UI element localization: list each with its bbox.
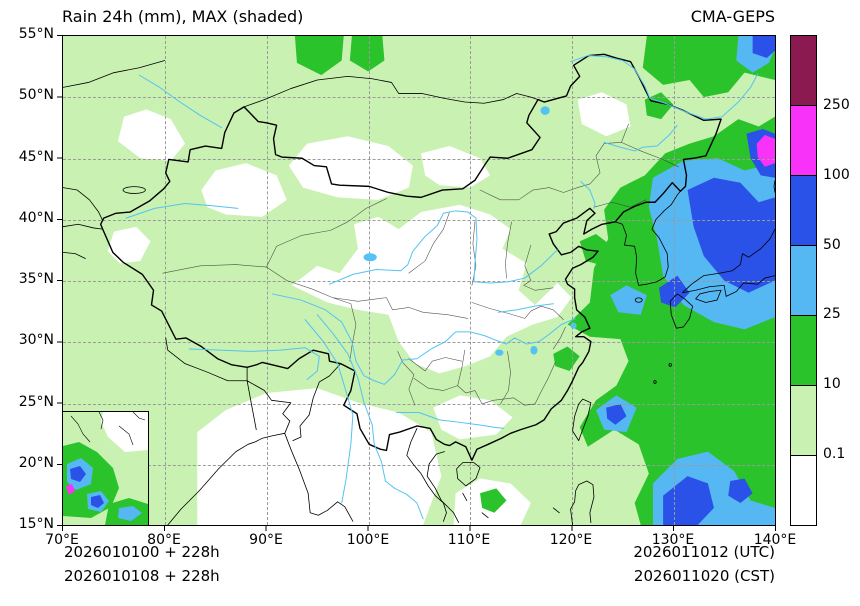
plot-title: Rain 24h (mm), MAX (shaded) [62, 7, 304, 26]
colorbar [790, 35, 817, 526]
y-axis-ticks [57, 35, 62, 526]
x-tick-label: 100°E [346, 532, 390, 548]
colorbar-segment [791, 316, 816, 386]
colorbar-tick-label: 250 [823, 97, 850, 113]
init-time-utc: 2026010100 + 228h [64, 543, 220, 561]
y-tick-label: 40°N [18, 210, 54, 226]
colorbar-segment [791, 106, 816, 176]
x-tick-label: 110°E [447, 532, 491, 548]
x-tick-label: 70°E [45, 532, 79, 548]
colorbar-tick-label: 10 [823, 376, 841, 392]
colorbar-segment [791, 456, 816, 525]
y-tick-label: 30°N [18, 332, 54, 348]
colorbar-tick-label: 100 [823, 167, 850, 183]
china-national-border [101, 54, 721, 460]
colorbar-segment [791, 246, 816, 316]
init-time-cst: 2026010108 + 228h [64, 567, 220, 585]
rivers [126, 56, 758, 519]
foreign-borders-coastlines [63, 60, 775, 525]
province-borders [163, 124, 679, 405]
colorbar-segment [791, 386, 816, 456]
y-tick-label: 15°N [18, 516, 54, 532]
y-tick-label: 50°N [18, 87, 54, 103]
colorbar-tick-label: 0.1 [823, 446, 846, 462]
y-tick-label: 55°N [18, 26, 54, 42]
colorbar-tick-label: 50 [823, 237, 841, 253]
x-tick-label: 120°E [549, 532, 593, 548]
colorbar-tick-label: 25 [823, 306, 841, 322]
colorbar-segment [791, 36, 816, 106]
x-tick-label: 90°E [249, 532, 283, 548]
valid-time-utc: 2026011012 (UTC) [633, 543, 775, 561]
y-tick-label: 25°N [18, 394, 54, 410]
colorbar-segment [791, 176, 816, 246]
rain-shading-layer [63, 36, 775, 525]
y-tick-label: 45°N [18, 149, 54, 165]
valid-time-cst: 2026011020 (CST) [633, 567, 775, 585]
y-tick-label: 20°N [18, 455, 54, 471]
x-axis-ticks [62, 526, 777, 531]
x-tick-label: 130°E [651, 532, 695, 548]
map-plot-area [62, 35, 776, 526]
south-china-sea-inset-map [62, 411, 149, 526]
x-tick-label: 140°E [753, 532, 797, 548]
x-tick-label: 80°E [147, 532, 181, 548]
model-name: CMA-GEPS [690, 7, 775, 26]
map-lines-layer [63, 36, 775, 525]
y-tick-label: 35°N [18, 271, 54, 287]
